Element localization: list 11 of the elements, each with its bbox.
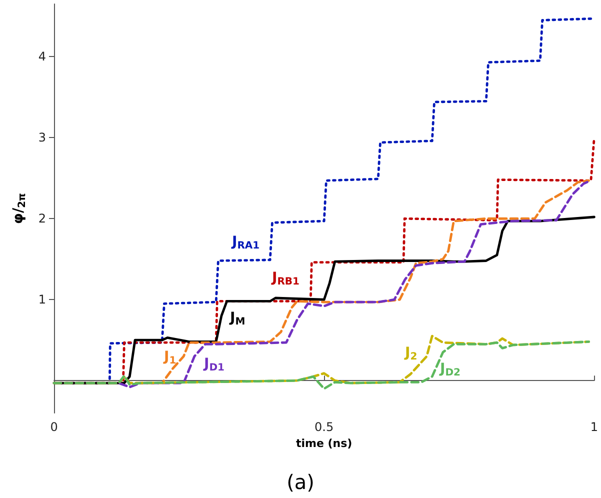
x-tick-label: 0.5 — [314, 420, 334, 434]
y-tick-label: 2 — [38, 212, 46, 226]
text: (a) — [286, 470, 314, 494]
y-tick-label: 4 — [38, 50, 46, 64]
y-tick-label: 1 — [38, 292, 46, 307]
x-axis-title: time (ns) — [296, 436, 352, 450]
y-axis-title: φ/2π — [10, 192, 28, 224]
line-series — [52, 340, 590, 390]
y-tick-label: 3 — [38, 130, 46, 145]
x-tick-label: 0 — [50, 420, 58, 434]
x-tick-label: 1 — [590, 420, 598, 434]
